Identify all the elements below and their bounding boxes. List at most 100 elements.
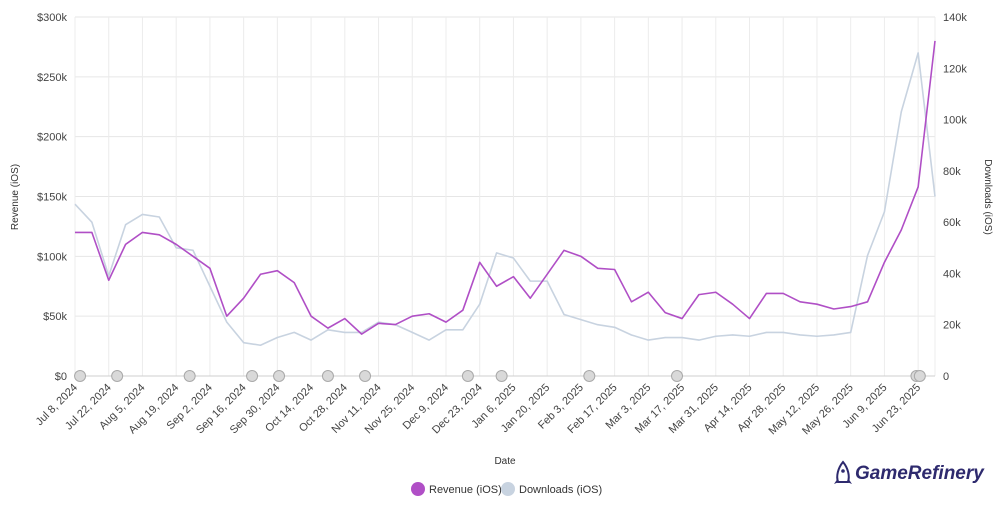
data-point-revenue[interactable] bbox=[495, 285, 497, 287]
data-point-revenue[interactable] bbox=[394, 323, 396, 325]
data-point-downloads[interactable] bbox=[765, 331, 767, 333]
data-point-revenue[interactable] bbox=[192, 255, 194, 257]
data-point-revenue[interactable] bbox=[748, 317, 750, 319]
data-point-revenue[interactable] bbox=[816, 303, 818, 305]
data-point-revenue[interactable] bbox=[344, 317, 346, 319]
data-point-revenue[interactable] bbox=[74, 231, 76, 233]
data-point-revenue[interactable] bbox=[866, 301, 868, 303]
data-point-revenue[interactable] bbox=[613, 268, 615, 270]
data-point-downloads[interactable] bbox=[495, 252, 497, 254]
series-line-revenue[interactable] bbox=[75, 40, 936, 335]
data-point-downloads[interactable] bbox=[883, 211, 885, 213]
data-point-downloads[interactable] bbox=[731, 334, 733, 336]
event-marker[interactable] bbox=[461, 370, 474, 382]
data-point-revenue[interactable] bbox=[512, 275, 514, 277]
data-point-revenue[interactable] bbox=[310, 315, 312, 317]
series-line-downloads[interactable] bbox=[74, 52, 936, 347]
data-point-revenue[interactable] bbox=[731, 303, 733, 305]
data-point-downloads[interactable] bbox=[141, 213, 143, 215]
data-point-downloads[interactable] bbox=[866, 254, 868, 256]
data-point-revenue[interactable] bbox=[546, 273, 548, 275]
data-point-downloads[interactable] bbox=[900, 111, 902, 113]
data-point-revenue[interactable] bbox=[917, 186, 919, 188]
data-point-revenue[interactable] bbox=[799, 301, 801, 303]
data-point-downloads[interactable] bbox=[242, 341, 244, 343]
data-point-downloads[interactable] bbox=[748, 335, 750, 337]
data-point-revenue[interactable] bbox=[900, 229, 902, 231]
event-marker[interactable] bbox=[246, 370, 259, 382]
data-point-revenue[interactable] bbox=[242, 297, 244, 299]
data-point-revenue[interactable] bbox=[765, 292, 767, 294]
data-point-downloads[interactable] bbox=[546, 280, 548, 282]
data-point-revenue[interactable] bbox=[647, 291, 649, 293]
data-point-revenue[interactable] bbox=[428, 313, 430, 315]
data-point-revenue[interactable] bbox=[715, 291, 717, 293]
data-point-downloads[interactable] bbox=[681, 336, 683, 338]
data-point-downloads[interactable] bbox=[209, 285, 211, 287]
data-point-downloads[interactable] bbox=[124, 224, 126, 226]
data-point-revenue[interactable] bbox=[158, 234, 160, 236]
event-marker[interactable] bbox=[74, 370, 87, 382]
data-point-revenue[interactable] bbox=[124, 243, 126, 245]
event-marker[interactable] bbox=[583, 370, 596, 382]
data-point-downloads[interactable] bbox=[293, 331, 295, 333]
data-point-revenue[interactable] bbox=[563, 249, 565, 251]
data-point-revenue[interactable] bbox=[445, 321, 447, 323]
data-point-revenue[interactable] bbox=[141, 231, 143, 233]
data-point-revenue[interactable] bbox=[782, 292, 784, 294]
data-point-downloads[interactable] bbox=[833, 334, 835, 336]
legend-item-downloads[interactable]: Downloads (iOS) bbox=[501, 482, 602, 496]
data-point-downloads[interactable] bbox=[934, 195, 936, 197]
data-point-downloads[interactable] bbox=[310, 339, 312, 341]
data-point-revenue[interactable] bbox=[698, 293, 700, 295]
data-point-revenue[interactable] bbox=[108, 279, 110, 281]
data-point-downloads[interactable] bbox=[613, 326, 615, 328]
data-point-revenue[interactable] bbox=[479, 261, 481, 263]
data-point-downloads[interactable] bbox=[580, 318, 582, 320]
data-point-downloads[interactable] bbox=[74, 203, 76, 205]
data-point-downloads[interactable] bbox=[344, 331, 346, 333]
data-point-downloads[interactable] bbox=[816, 335, 818, 337]
data-point-revenue[interactable] bbox=[681, 317, 683, 319]
data-point-revenue[interactable] bbox=[580, 255, 582, 257]
data-point-revenue[interactable] bbox=[411, 315, 413, 317]
data-point-revenue[interactable] bbox=[327, 327, 329, 329]
data-point-downloads[interactable] bbox=[226, 321, 228, 323]
data-point-downloads[interactable] bbox=[698, 339, 700, 341]
data-point-downloads[interactable] bbox=[563, 313, 565, 315]
data-point-downloads[interactable] bbox=[259, 344, 261, 346]
data-point-downloads[interactable] bbox=[715, 335, 717, 337]
data-point-revenue[interactable] bbox=[175, 243, 177, 245]
data-point-downloads[interactable] bbox=[512, 257, 514, 259]
data-point-revenue[interactable] bbox=[849, 305, 851, 307]
data-point-revenue[interactable] bbox=[293, 281, 295, 283]
data-point-revenue[interactable] bbox=[276, 269, 278, 271]
data-point-downloads[interactable] bbox=[479, 303, 481, 305]
event-marker[interactable] bbox=[321, 370, 334, 382]
data-point-downloads[interactable] bbox=[91, 221, 93, 223]
event-marker[interactable] bbox=[913, 370, 926, 382]
data-point-downloads[interactable] bbox=[917, 52, 919, 54]
event-marker[interactable] bbox=[495, 370, 508, 382]
data-point-revenue[interactable] bbox=[833, 308, 835, 310]
event-marker[interactable] bbox=[671, 370, 683, 382]
event-marker[interactable] bbox=[359, 370, 372, 382]
data-point-downloads[interactable] bbox=[647, 339, 649, 341]
event-marker[interactable] bbox=[183, 370, 196, 382]
data-point-downloads[interactable] bbox=[782, 331, 784, 333]
data-point-downloads[interactable] bbox=[597, 324, 599, 326]
data-point-downloads[interactable] bbox=[411, 331, 413, 333]
data-point-revenue[interactable] bbox=[360, 333, 362, 335]
data-point-revenue[interactable] bbox=[209, 267, 211, 269]
data-point-downloads[interactable] bbox=[276, 336, 278, 338]
event-marker[interactable] bbox=[111, 370, 124, 382]
data-point-downloads[interactable] bbox=[799, 334, 801, 336]
data-point-revenue[interactable] bbox=[91, 231, 93, 233]
data-point-downloads[interactable] bbox=[428, 339, 430, 341]
data-point-downloads[interactable] bbox=[462, 329, 464, 331]
data-point-downloads[interactable] bbox=[664, 336, 666, 338]
data-point-downloads[interactable] bbox=[630, 334, 632, 336]
data-point-downloads[interactable] bbox=[529, 280, 531, 282]
event-marker[interactable] bbox=[273, 370, 286, 382]
data-point-revenue[interactable] bbox=[630, 301, 632, 303]
